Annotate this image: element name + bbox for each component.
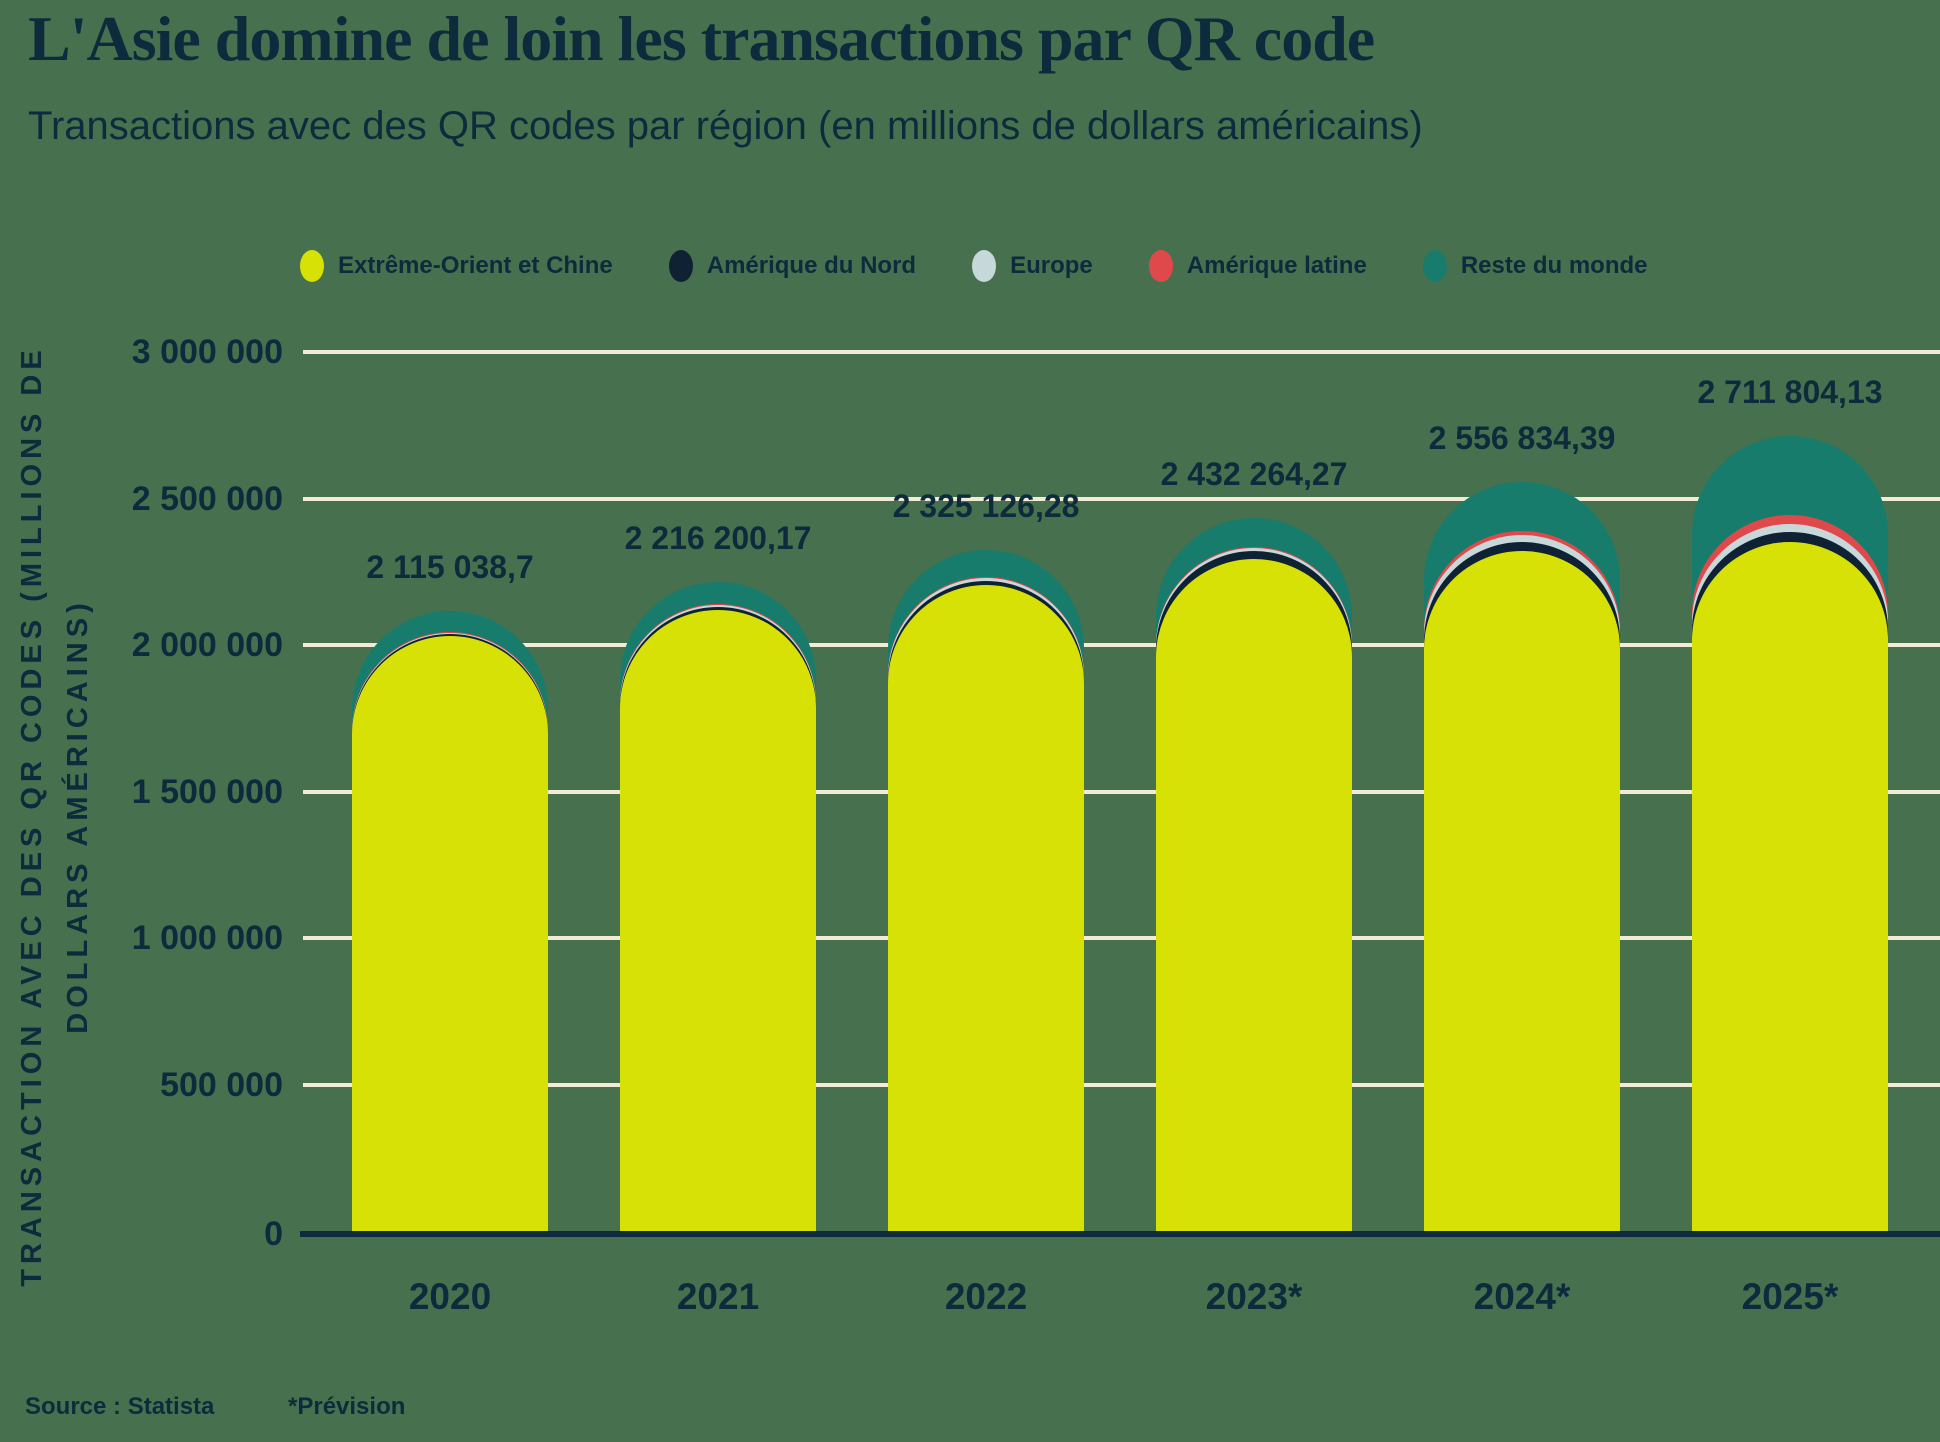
bar-segment-extreme-orient-et-chine bbox=[1692, 541, 1888, 1231]
y-tick-label: 1 500 000 bbox=[131, 772, 283, 811]
legend-item: Europe bbox=[972, 250, 1093, 282]
bar-total-label: 2 711 804,13 bbox=[1697, 374, 1883, 411]
legend-item: Amérique latine bbox=[1148, 250, 1367, 282]
forecast-note: *Prévision bbox=[288, 1393, 406, 1420]
bar-total-label: 2 115 038,7 bbox=[366, 549, 534, 586]
gridline bbox=[303, 789, 1940, 794]
x-axis-label: 2023* bbox=[1205, 1276, 1303, 1317]
gridline bbox=[303, 496, 1940, 501]
bar-group-2025 bbox=[1692, 436, 1888, 1231]
legend-item-label: Amérique du Nord bbox=[706, 252, 917, 279]
y-tick-label: 2 000 000 bbox=[131, 626, 283, 664]
bar-segment-extreme-orient-et-chine bbox=[1424, 551, 1620, 1231]
y-axis-title-line2: DOLLARS AMÉRICAINS) bbox=[62, 598, 94, 1034]
bar-group-2023 bbox=[1156, 518, 1352, 1231]
gridline bbox=[303, 936, 1940, 940]
bar-segment-extreme-orient-et-chine bbox=[888, 584, 1084, 1231]
page-title: L'Asie domine de loin les transactions p… bbox=[28, 3, 1375, 74]
legend-dot-icon bbox=[668, 250, 693, 282]
y-axis-title: TRANSACTION AVEC DES QR CODES (MILLIONS … bbox=[9, 286, 113, 1346]
bar-total-label: 2 216 200,17 bbox=[624, 519, 812, 556]
y-axis-title-line1: TRANSACTION AVEC DES QR CODES (MILLIONS … bbox=[16, 345, 48, 1287]
legend-dot-icon bbox=[1148, 250, 1173, 282]
bar-group-2022 bbox=[888, 549, 1084, 1231]
y-tick-label: 2 500 000 bbox=[131, 479, 283, 518]
bar-total-label: 2 556 834,39 bbox=[1428, 419, 1616, 456]
legend-item-label: Europe bbox=[1010, 252, 1093, 279]
legend-item: Amérique du Nord bbox=[668, 250, 917, 282]
legend-item-label: Reste du monde bbox=[1460, 252, 1648, 279]
bar-total-label: 2 432 264,27 bbox=[1160, 456, 1348, 493]
y-tick-label: 3 000 000 bbox=[131, 333, 283, 371]
bar-segment-extreme-orient-et-chine bbox=[1156, 558, 1352, 1231]
x-axis-label: 2021 bbox=[676, 1276, 760, 1317]
bar-group-2021 bbox=[620, 581, 816, 1231]
legend: Extrême-Orient et Chine Amérique du Nord E… bbox=[300, 250, 1648, 282]
bar-total-label: 2 325 126,28 bbox=[892, 487, 1080, 524]
bar-segment-extreme-orient-et-chine bbox=[620, 609, 816, 1231]
gridline bbox=[303, 643, 1940, 647]
gridline bbox=[303, 1082, 1940, 1087]
gridline bbox=[303, 350, 1940, 354]
legend-dot-icon bbox=[972, 250, 997, 282]
x-axis-label: 2025* bbox=[1741, 1276, 1839, 1317]
bar-segment-extreme-orient-et-chine bbox=[352, 636, 548, 1231]
legend-item: Reste du monde bbox=[1422, 250, 1648, 282]
y-tick-label: 500 000 bbox=[160, 1065, 283, 1104]
bar-group-2020 bbox=[352, 611, 548, 1231]
legend-item-label: Extrême-Orient et Chine bbox=[338, 252, 613, 279]
y-tick-label: 1 000 000 bbox=[131, 919, 283, 957]
x-axis-label: 2022 bbox=[944, 1276, 1028, 1317]
legend-dot-icon bbox=[300, 250, 324, 282]
page-subtitle: Transactions avec des QR codes par régio… bbox=[28, 104, 1423, 148]
x-axis-label: 2024* bbox=[1473, 1276, 1571, 1317]
x-axis-label: 2020 bbox=[408, 1276, 492, 1317]
source-credit: Source : Statista bbox=[25, 1393, 215, 1420]
legend-item-label: Amérique latine bbox=[1186, 252, 1367, 279]
x-axis-line bbox=[300, 1231, 1940, 1237]
y-tick-label: 0 bbox=[264, 1215, 283, 1253]
bar-group-2024 bbox=[1424, 481, 1620, 1231]
legend-dot-icon bbox=[1422, 250, 1447, 282]
legend-item: Extrême-Orient et Chine bbox=[300, 250, 613, 282]
